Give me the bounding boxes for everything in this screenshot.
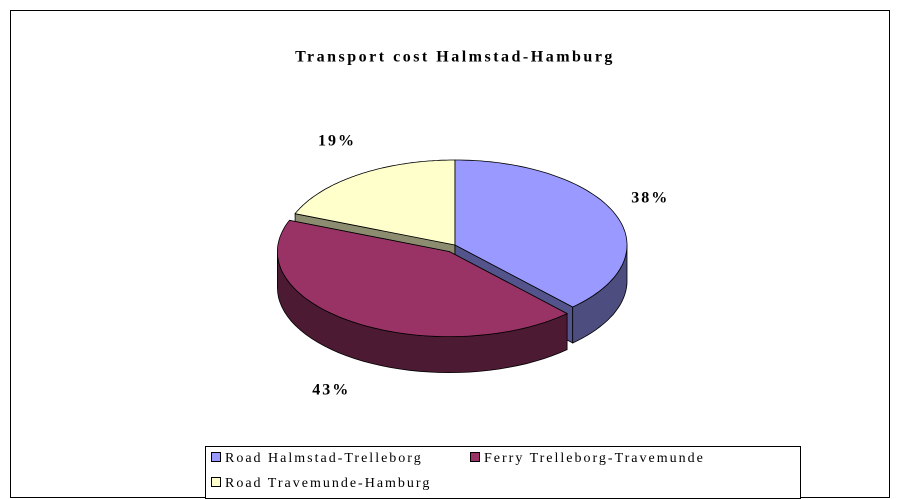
legend-label: Road Halmstad-Trelleborg [225,451,423,466]
legend-swatch [470,452,480,462]
slice [294,159,456,246]
data-label: 19% [318,132,356,149]
legend-swatch [211,452,221,462]
legend: Road Halmstad-Trelleborg Ferry Trelleborg… [211,451,705,491]
chart-title: Transport cost Halmstad-Hamburg [295,49,615,66]
slice [454,159,628,308]
data-label: 38% [631,190,669,207]
slice [277,219,569,337]
legend-label: Road Travemunde-Hamburg [225,476,431,491]
legend-label: Ferry Trelleborg-Travemunde [484,451,705,466]
pie: 19% 38% 43% [277,132,669,399]
legend-swatch [211,477,221,487]
data-label: 43% [312,382,350,399]
